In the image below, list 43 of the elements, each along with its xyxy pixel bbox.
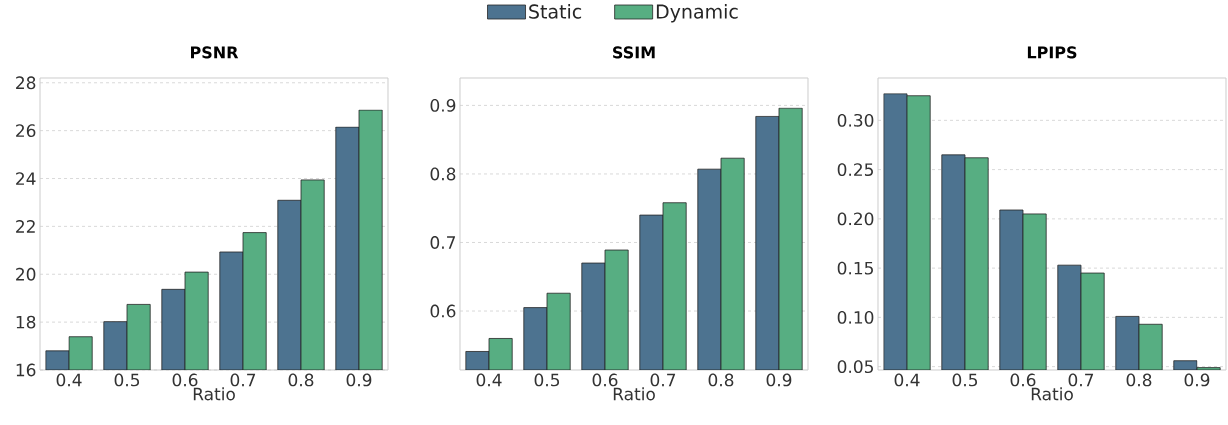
x-tick-label: 0.9 — [766, 373, 792, 387]
x-axis-title: Ratio — [193, 387, 235, 401]
x-tick-label: 0.5 — [952, 373, 978, 387]
y-tick-label: 0.15 — [837, 261, 873, 275]
x-tick-label: 0.5 — [534, 373, 560, 387]
legend-label: Dynamic — [656, 4, 738, 23]
x-tick-label: 0.8 — [708, 373, 734, 387]
y-tick-label: 0.8 — [430, 167, 456, 181]
y-tick-label: 16 — [16, 363, 36, 377]
x-axis-title: Ratio — [1031, 387, 1073, 401]
y-tick-label: 24 — [16, 172, 36, 185]
chart-title: PSNR — [191, 46, 239, 59]
x-tick-label: 0.6 — [1010, 373, 1036, 387]
x-tick-label: 0.9 — [346, 373, 372, 387]
y-tick-label: 0.25 — [837, 163, 873, 177]
x-tick-label: 0.8 — [288, 373, 314, 387]
legend-label: Static — [529, 4, 582, 19]
y-tick-label: 26 — [16, 124, 36, 138]
y-tick-label: 0.30 — [837, 113, 874, 127]
x-tick-label: 0.8 — [1126, 373, 1152, 387]
x-tick-label: 0.5 — [114, 373, 140, 387]
x-tick-label: 0.9 — [1184, 373, 1210, 387]
y-tick-label: 22 — [16, 220, 35, 233]
x-tick-label: 0.4 — [56, 373, 82, 387]
x-tick-label: 0.7 — [230, 373, 256, 387]
y-tick-label: 0.7 — [430, 236, 456, 249]
x-tick-label: 0.4 — [476, 373, 502, 387]
y-tick-label: 0.10 — [837, 310, 874, 324]
x-axis-title: Ratio — [613, 387, 655, 401]
y-tick-label: 0.9 — [430, 98, 456, 112]
y-tick-label: 0.05 — [837, 360, 873, 374]
chart-title: SSIM — [613, 46, 655, 59]
x-tick-label: 0.7 — [650, 373, 676, 387]
x-tick-label: 0.6 — [592, 373, 618, 387]
x-tick-label: 0.4 — [894, 373, 920, 387]
x-tick-label: 0.6 — [172, 373, 198, 387]
x-tick-label: 0.7 — [1068, 373, 1094, 387]
chart-title: LPIPS — [1027, 46, 1077, 59]
y-tick-label: 18 — [16, 315, 36, 329]
y-tick-label: 28 — [16, 76, 36, 90]
y-tick-label: 20 — [16, 267, 36, 281]
y-tick-label: 0.20 — [837, 212, 874, 226]
y-tick-label: 0.6 — [430, 304, 456, 318]
